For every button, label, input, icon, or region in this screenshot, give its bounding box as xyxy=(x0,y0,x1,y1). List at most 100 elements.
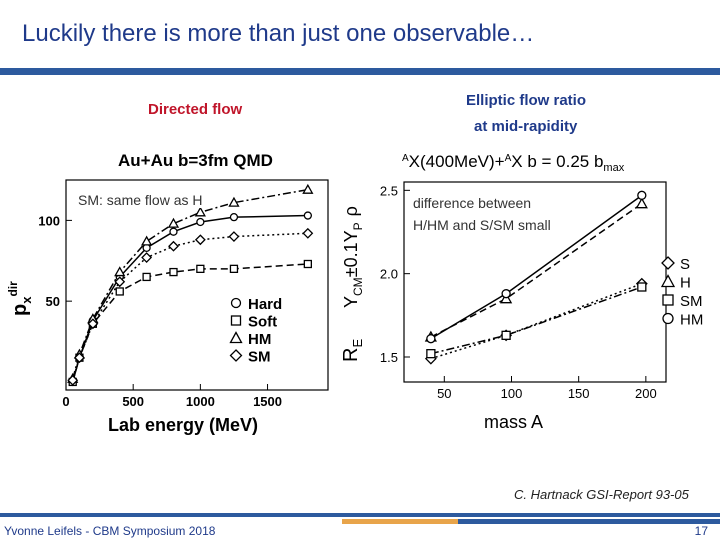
title-bar xyxy=(0,68,720,75)
right-ylabel-main: R xyxy=(340,348,362,362)
right-plot-xlabel: mass A xyxy=(484,412,543,432)
data-point-hm xyxy=(141,235,153,246)
data-point-hard xyxy=(196,217,205,227)
left-ylabel-sub: x xyxy=(19,296,34,304)
left-plot-title: Au+Au b=3fm QMD xyxy=(118,151,273,170)
data-point-hm xyxy=(194,206,206,217)
data-point-soft xyxy=(229,264,239,273)
data-point-soft xyxy=(115,287,124,296)
citation: C. Hartnack GSI-Report 93-05 xyxy=(514,487,689,502)
y-tick-label: 2.0 xyxy=(380,267,398,282)
x-tick-label: 100 xyxy=(501,386,523,401)
right-plot-axes: 50 100 150 200 1.5 2.0 2.5 xyxy=(380,183,657,401)
data-point-sm xyxy=(67,374,79,386)
series-line-s xyxy=(430,282,643,360)
series-line-hm xyxy=(71,188,308,379)
left-plot-ylabel: pxdir xyxy=(6,281,34,316)
right-plot-ylabel-ycm: YCM±0.1YPρ xyxy=(341,206,365,308)
footer-blue-bar xyxy=(458,519,720,524)
legend-marker-h xyxy=(660,274,676,288)
svg-text:pxdir: pxdir xyxy=(6,281,34,316)
data-point-hard xyxy=(169,227,178,236)
page-number: 17 xyxy=(694,524,708,538)
left-ylabel-main: p xyxy=(9,304,31,316)
legend-label-hm: HM xyxy=(680,312,703,329)
x-tick-label: 1500 xyxy=(253,394,282,409)
data-point-hard xyxy=(229,213,239,222)
legend-label-hm: HM xyxy=(248,331,271,348)
data-point-sm xyxy=(141,252,153,263)
left-plot-note: SM: same flow as H xyxy=(78,192,203,208)
right-ylabel2-end: ρ xyxy=(341,206,361,216)
data-point-hm xyxy=(114,266,126,277)
legend-marker-s xyxy=(661,256,675,270)
data-point-hard xyxy=(303,211,312,220)
right-plot-series xyxy=(424,190,648,365)
elliptic-flow-heading: Elliptic flow ratio xyxy=(466,92,587,109)
data-point-hm xyxy=(501,289,511,299)
data-point-sm xyxy=(637,282,647,292)
y-tick-label: 2.5 xyxy=(380,183,398,198)
legend-marker-hm xyxy=(662,312,674,325)
right-ylabel-sub: E xyxy=(350,339,365,348)
data-point-sm xyxy=(194,234,206,246)
data-point-hm xyxy=(167,217,180,228)
left-plot-frame xyxy=(65,179,329,391)
right-ylabel2-sub2: P xyxy=(351,222,365,230)
data-point-soft xyxy=(142,272,151,282)
legend-label-sm: SM xyxy=(248,349,271,366)
data-point-h xyxy=(635,197,648,209)
data-point-sm xyxy=(426,349,436,359)
svg-text:RE: RE xyxy=(340,339,365,362)
data-point-hm xyxy=(228,196,240,207)
legend-label-soft: Soft xyxy=(248,314,277,331)
right-title-prefix2: A xyxy=(505,153,512,164)
data-point-sm xyxy=(87,318,99,330)
right-ylabel2-sub: CM xyxy=(351,277,365,296)
data-point-soft xyxy=(196,264,205,273)
right-plot-ylabel-re: RE xyxy=(340,339,365,362)
x-tick-label: 50 xyxy=(437,386,451,401)
svg-text:YCM±0.1YPρ: YCM±0.1YPρ xyxy=(341,206,365,308)
legend-marker-hm xyxy=(229,331,243,344)
legend-marker-soft xyxy=(230,315,242,326)
left-plot-axes: 0 500 1000 1500 50 100 xyxy=(38,213,282,409)
legend-marker-hard xyxy=(230,297,242,309)
right-plot-note: difference between H/HM and S/SM small xyxy=(413,192,563,236)
data-point-sm xyxy=(74,352,85,364)
footer-author: Yvonne Leifels - CBM Symposium 2018 xyxy=(4,524,216,538)
elliptic-flow-plot: AX(400MeV)+AX b = 0.25 bmax 50 100 150 200 1… xyxy=(340,152,703,432)
x-tick-label: 1000 xyxy=(186,394,215,409)
data-point-sm xyxy=(302,227,314,239)
right-ylabel2-main: Y xyxy=(341,296,361,308)
legend-label-sm: SM xyxy=(680,293,703,310)
legend-marker-sm xyxy=(229,349,243,362)
legend-label-hard: Hard xyxy=(248,296,282,313)
legend-label-s: S xyxy=(680,256,690,273)
y-tick-label: 100 xyxy=(38,213,60,228)
x-tick-label: 0 xyxy=(62,394,69,409)
x-tick-label: 500 xyxy=(122,394,144,409)
right-title-rest: X b = 0.25 b xyxy=(511,152,603,171)
slide-title: Luckily there is more than just one obse… xyxy=(22,20,535,47)
y-tick-label: 1.5 xyxy=(380,350,398,365)
data-point-sm xyxy=(501,330,511,340)
right-plot-title: AX(400MeV)+AX b = 0.25 bmax xyxy=(402,152,625,174)
footer-bar xyxy=(0,513,720,517)
data-point-soft xyxy=(169,267,178,277)
footer-accent-bar xyxy=(342,519,458,524)
data-point-hm xyxy=(302,183,314,194)
data-point-soft xyxy=(303,259,312,269)
left-ylabel-sup: dir xyxy=(6,281,20,297)
data-point-hm xyxy=(637,190,647,200)
right-title-main: X(400MeV)+ xyxy=(409,152,505,171)
left-plot-series xyxy=(67,183,314,387)
legend-label-h: H xyxy=(680,275,691,292)
data-point-sm xyxy=(228,231,240,242)
x-tick-label: 200 xyxy=(635,386,657,401)
y-tick-label: 50 xyxy=(46,294,60,309)
left-plot-xlabel: Lab energy (MeV) xyxy=(108,415,258,435)
x-tick-label: 150 xyxy=(568,386,590,401)
